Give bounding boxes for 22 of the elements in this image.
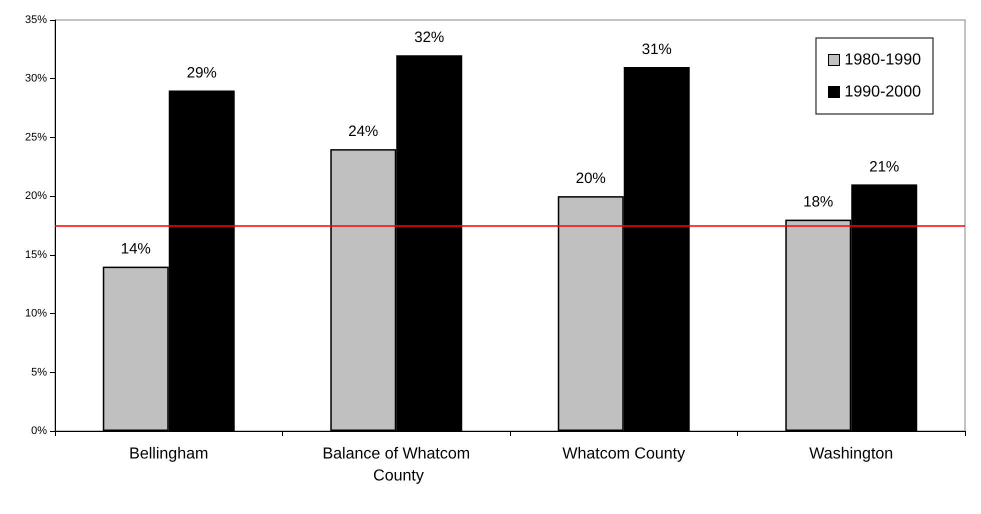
y-tick-label: 0% — [31, 425, 48, 437]
y-tick-label: 10% — [24, 308, 48, 320]
data-label: 14% — [120, 240, 151, 258]
x-tick-label: Washington — [809, 446, 894, 462]
x-tick-label: Balance of Whatcom County — [322, 446, 470, 484]
y-tick-label: 20% — [24, 190, 48, 202]
data-label: 32% — [414, 29, 444, 46]
y-tick-label: 25% — [24, 131, 48, 144]
data-label: 21% — [869, 158, 900, 176]
data-label: 29% — [186, 64, 217, 82]
x-tick-label: Bellingham — [129, 446, 208, 462]
y-tick-label: 5% — [31, 366, 48, 378]
data-label: 20% — [576, 170, 606, 188]
x-tick-label: Whatcom County — [562, 446, 686, 462]
data-label: 24% — [348, 123, 378, 140]
data-label: 31% — [642, 40, 672, 58]
y-tick-label: 35% — [24, 14, 48, 26]
y-tick-label: 15% — [24, 248, 48, 261]
y-tick-label: 30% — [24, 72, 48, 85]
legend-label: 1990-2000 — [844, 84, 922, 100]
data-label: 18% — [803, 194, 834, 211]
legend-label: 1980-1990 — [844, 52, 922, 68]
